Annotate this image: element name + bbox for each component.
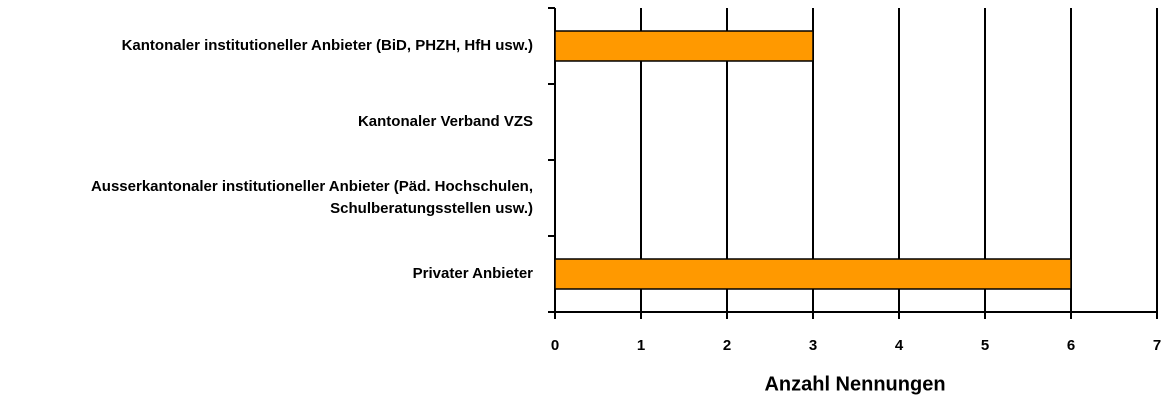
x-tick-label: 6	[1067, 337, 1075, 354]
x-tick-label: 5	[981, 337, 989, 354]
x-tick-label: 4	[895, 337, 904, 354]
x-tick-label: 3	[809, 337, 817, 354]
bar	[554, 30, 814, 62]
y-tick-label: Kantonaler Verband VZS	[357, 113, 533, 130]
bar	[554, 258, 1072, 290]
y-tick-label: Kantonaler institutioneller Anbieter (Bi…	[121, 37, 533, 54]
x-tick-label: 0	[551, 337, 559, 354]
x-tick-label: 2	[723, 337, 731, 354]
x-tick-label: 1	[637, 337, 645, 354]
y-tick-label: Ausserkantonaler institutioneller Anbiet…	[90, 178, 533, 217]
y-tick-label: Privater Anbieter	[412, 265, 533, 282]
x-axis-label: Anzahl Nennungen	[764, 373, 945, 395]
x-tick-label: 7	[1153, 337, 1161, 354]
